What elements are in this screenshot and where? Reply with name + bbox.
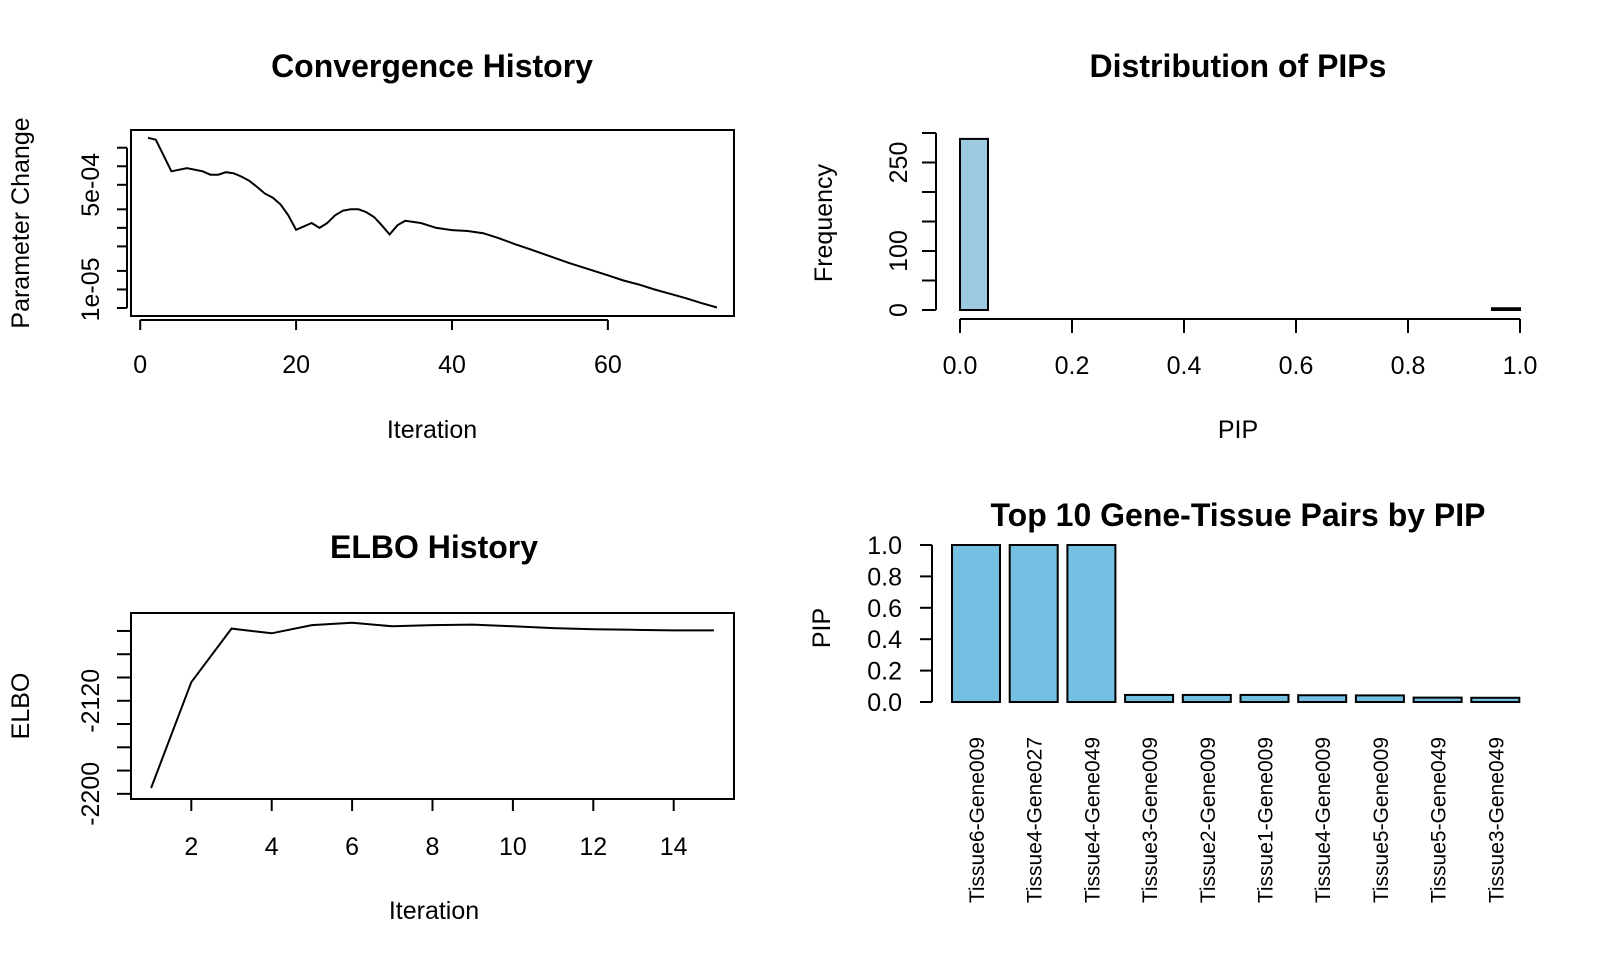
convergence-x-axis: 0 20 40 60 bbox=[133, 319, 622, 379]
y-tick-label: 100 bbox=[885, 230, 913, 272]
convergence-title: Convergence History bbox=[271, 48, 593, 84]
x-tick-label: 10 bbox=[499, 833, 527, 861]
category-label: Tissue3-Gene049 bbox=[1485, 737, 1508, 903]
y-tick-label: 0 bbox=[885, 303, 913, 317]
elbo-y-axis: -2200 -2120 bbox=[77, 629, 132, 826]
y-tick-label: 0.6 bbox=[867, 595, 902, 623]
category-label: Tissue5-Gene049 bbox=[1428, 737, 1451, 903]
category-label: Tissue2-Gene009 bbox=[1197, 737, 1220, 903]
x-tick-label: 6 bbox=[345, 833, 359, 861]
elbo-history-panel: ELBO History Iteration ELBO 2 4 6 8 10 12 14 -… bbox=[7, 529, 735, 925]
elbo-x-axis-label: Iteration bbox=[389, 897, 479, 925]
convergence-history-panel: Convergence History Iteration Parameter … bbox=[7, 48, 735, 444]
top10-y-axis-label: PIP bbox=[808, 608, 836, 648]
y-tick-label: 0.4 bbox=[867, 626, 902, 654]
bar bbox=[951, 544, 1001, 703]
x-tick-label: 1.0 bbox=[1503, 352, 1538, 380]
bar bbox=[1124, 693, 1175, 703]
x-tick-label: 2 bbox=[184, 833, 198, 861]
histogram-bar bbox=[1491, 307, 1521, 312]
bar bbox=[1181, 693, 1232, 703]
pip-histogram-bars bbox=[959, 137, 1521, 312]
elbo-y-axis-label: ELBO bbox=[7, 673, 35, 740]
pip-distribution-panel: Distribution of PIPs PIP Frequency 0.0 0.… bbox=[810, 48, 1537, 444]
x-tick-label: 0.2 bbox=[1055, 352, 1090, 380]
pip-distribution-x-axis-label: PIP bbox=[1218, 416, 1258, 444]
bar bbox=[1297, 694, 1348, 704]
top10-title: Top 10 Gene-Tissue Pairs by PIP bbox=[991, 497, 1486, 533]
x-tick-label: 0.0 bbox=[943, 352, 978, 380]
y-tick-label: 1e-05 bbox=[77, 257, 105, 321]
y-tick-label: -2200 bbox=[77, 762, 105, 826]
category-label: Tissue6-Gene009 bbox=[966, 737, 989, 903]
convergence-x-axis-label: Iteration bbox=[387, 416, 477, 444]
bar bbox=[1239, 693, 1290, 703]
category-label: Tissue5-Gene009 bbox=[1370, 737, 1393, 903]
bar bbox=[1066, 544, 1117, 703]
y-tick-label: 5e-04 bbox=[77, 153, 105, 217]
x-tick-label: 14 bbox=[660, 833, 688, 861]
histogram-bar bbox=[959, 137, 989, 311]
category-label: Tissue4-Gene049 bbox=[1081, 737, 1104, 903]
y-tick-label: 0.2 bbox=[867, 658, 902, 686]
top10-pairs-panel: Top 10 Gene-Tissue Pairs by PIP PIP 0.00… bbox=[808, 497, 1521, 903]
pip-distribution-y-axis: 0 100 250 bbox=[885, 132, 937, 317]
x-tick-label: 60 bbox=[594, 351, 622, 379]
y-tick-label: 1.0 bbox=[867, 532, 902, 560]
convergence-y-axis: 1e-05 5e-04 bbox=[77, 146, 128, 321]
elbo-series-line bbox=[150, 621, 714, 789]
top10-category-labels: Tissue6-Gene009 Tissue4-Gene027 Tissue4-Ge… bbox=[966, 737, 1508, 903]
elbo-x-axis: 2 4 6 8 10 12 14 bbox=[184, 798, 688, 861]
category-label: Tissue4-Gene009 bbox=[1312, 737, 1335, 903]
top10-bars bbox=[951, 544, 1521, 704]
pip-distribution-y-axis-label: Frequency bbox=[810, 163, 838, 282]
bar bbox=[1354, 694, 1405, 704]
y-tick-label: 0.8 bbox=[867, 563, 902, 591]
category-label: Tissue3-Gene009 bbox=[1139, 737, 1162, 903]
y-tick-label: 250 bbox=[885, 142, 913, 184]
x-tick-label: 0.6 bbox=[1279, 352, 1314, 380]
x-tick-label: 4 bbox=[265, 833, 279, 861]
bar bbox=[1412, 696, 1463, 704]
x-tick-label: 40 bbox=[438, 351, 466, 379]
x-tick-label: 0 bbox=[133, 351, 147, 379]
category-label: Tissue1-Gene009 bbox=[1255, 737, 1278, 903]
convergence-series-line bbox=[147, 136, 718, 309]
bar bbox=[1470, 696, 1521, 703]
bar bbox=[1008, 544, 1059, 703]
convergence-y-axis-label: Parameter Change bbox=[7, 117, 35, 328]
top10-y-axis: 0.0 0.2 0.4 0.6 0.8 1.0 bbox=[867, 532, 933, 717]
convergence-plot-frame bbox=[130, 129, 735, 317]
x-tick-label: 8 bbox=[426, 833, 440, 861]
category-label: Tissue4-Gene027 bbox=[1024, 737, 1047, 903]
y-tick-label: -2120 bbox=[77, 669, 105, 733]
x-tick-label: 0.4 bbox=[1167, 352, 1202, 380]
pip-distribution-x-axis: 0.0 0.2 0.4 0.6 0.8 1.0 bbox=[943, 318, 1538, 380]
x-tick-label: 0.8 bbox=[1391, 352, 1426, 380]
x-tick-label: 20 bbox=[282, 351, 310, 379]
y-tick-label: 0.0 bbox=[867, 689, 902, 717]
pip-distribution-title: Distribution of PIPs bbox=[1090, 48, 1387, 84]
x-tick-label: 12 bbox=[579, 833, 607, 861]
elbo-title: ELBO History bbox=[330, 529, 538, 565]
